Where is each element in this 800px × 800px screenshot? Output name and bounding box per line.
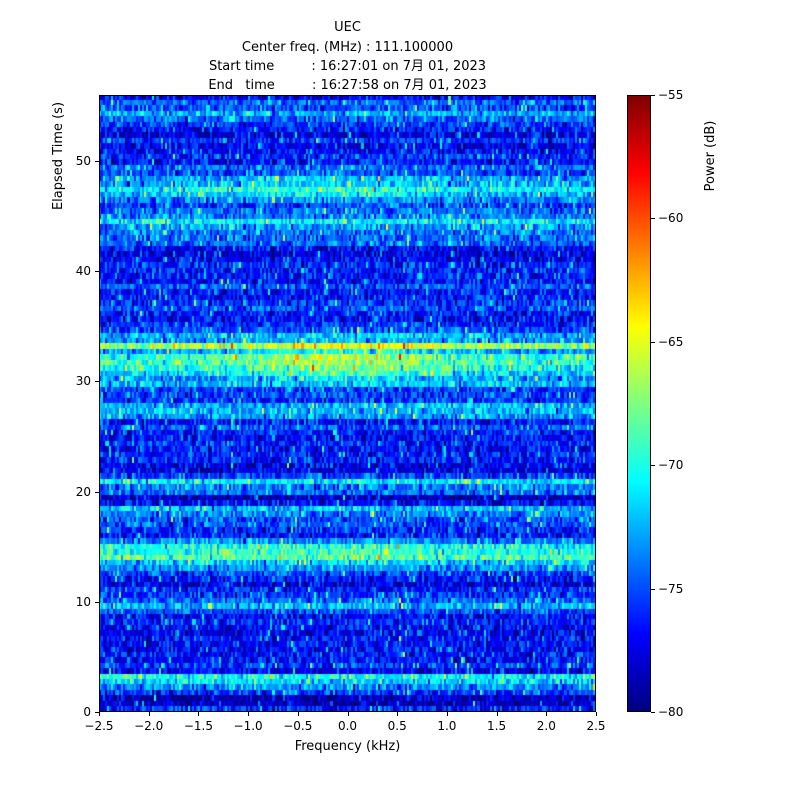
x-tick-label: 0.0 xyxy=(337,719,358,733)
x-tick-mark xyxy=(546,712,548,716)
y-tick-mark xyxy=(95,712,99,713)
x-tick-mark xyxy=(397,712,399,716)
y-tick-label: 50 xyxy=(75,154,91,169)
x-tick-mark xyxy=(596,712,597,716)
y-axis-label: Elapsed Time (s) xyxy=(51,101,66,211)
colorbar xyxy=(627,95,651,712)
colorbar-tick-label: −65 xyxy=(658,334,684,349)
colorbar-tick-label: −60 xyxy=(658,211,684,226)
colorbar-tick-label: −80 xyxy=(658,705,684,719)
x-tick-mark xyxy=(248,712,250,716)
x-tick-mark xyxy=(99,712,100,716)
spectrogram-heatmap xyxy=(99,95,596,712)
colorbar-tick-mark xyxy=(651,341,655,343)
x-axis-label: Frequency (kHz) xyxy=(294,739,401,754)
x-tick-label: −0.5 xyxy=(283,719,313,733)
y-tick-mark xyxy=(95,491,99,493)
colorbar-tick-label: −55 xyxy=(658,88,684,102)
colorbar-label: Power (dB) xyxy=(703,120,718,192)
x-tick-mark xyxy=(496,712,498,716)
x-tick-mark xyxy=(297,712,299,716)
colorbar-gradient xyxy=(627,95,651,712)
x-tick-label: −1.0 xyxy=(233,719,263,733)
start-time-line: Start time : 16:27:01 on 7月 01, 2023 xyxy=(208,59,487,74)
y-tick-mark xyxy=(95,161,99,163)
center-freq-line: Center freq. (MHz) : 111.100000 xyxy=(241,40,454,55)
colorbar-tick-mark xyxy=(651,465,655,467)
plot-area xyxy=(99,95,596,712)
x-tick-label: 1.0 xyxy=(437,719,457,733)
x-tick-label: 2.5 xyxy=(586,719,606,733)
colorbar-tick-mark xyxy=(651,712,655,713)
y-tick-label: 40 xyxy=(75,264,91,279)
x-tick-label: −1.5 xyxy=(183,719,213,733)
x-tick-mark xyxy=(198,712,200,716)
y-tick-label: 10 xyxy=(75,594,91,609)
y-tick-mark xyxy=(95,381,99,383)
colorbar-tick-label: −70 xyxy=(658,458,684,473)
x-tick-label: 1.5 xyxy=(487,719,507,733)
x-tick-label: 0.5 xyxy=(387,719,407,733)
x-tick-mark xyxy=(347,712,349,716)
colorbar-tick-mark xyxy=(651,218,655,220)
x-tick-mark xyxy=(148,712,150,716)
x-tick-label: −2.5 xyxy=(84,719,114,733)
x-tick-mark xyxy=(446,712,448,716)
end-time-line: End time : 16:27:58 on 7月 01, 2023 xyxy=(208,78,487,93)
x-tick-label: 2.0 xyxy=(536,719,556,733)
x-tick-label: −2.0 xyxy=(134,719,164,733)
y-tick-label: 30 xyxy=(75,374,91,389)
y-tick-mark xyxy=(95,271,99,273)
figure-title: UEC xyxy=(334,20,361,35)
colorbar-tick-label: −75 xyxy=(658,581,684,596)
colorbar-tick-mark xyxy=(651,95,655,96)
y-tick-label: 0 xyxy=(83,705,91,719)
y-tick-mark xyxy=(95,601,99,603)
y-tick-label: 20 xyxy=(75,484,91,499)
colorbar-tick-mark xyxy=(651,588,655,590)
